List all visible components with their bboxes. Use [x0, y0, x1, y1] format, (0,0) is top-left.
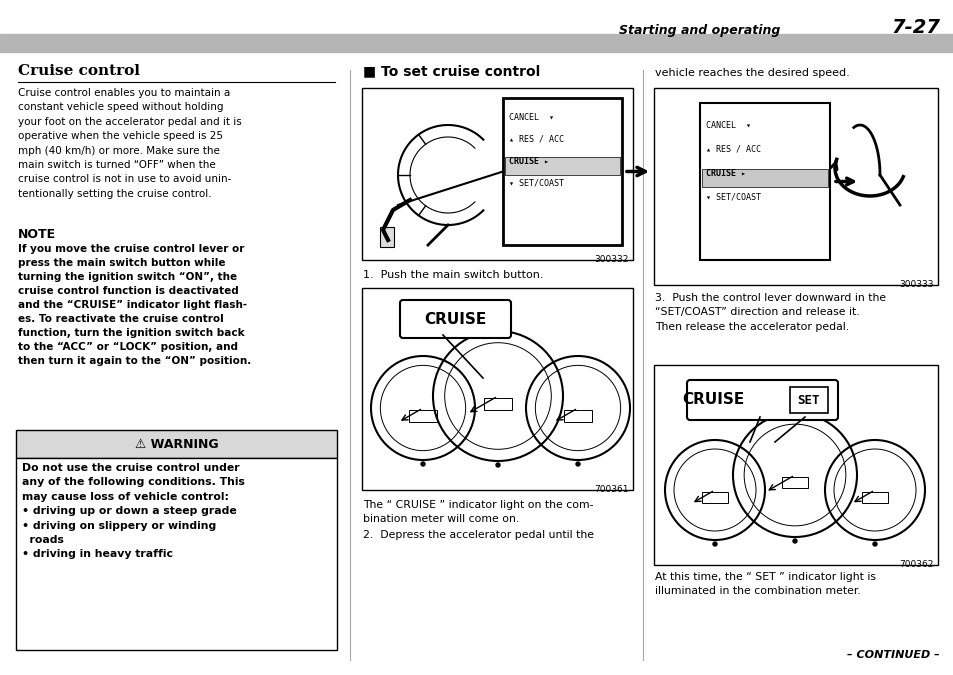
- FancyBboxPatch shape: [399, 300, 511, 338]
- Circle shape: [496, 463, 499, 467]
- Bar: [701, 169, 827, 187]
- Circle shape: [872, 542, 876, 546]
- Text: Do not use the cruise control under
any of the following conditions. This
may ca: Do not use the cruise control under any …: [22, 463, 245, 560]
- Bar: [483, 398, 512, 410]
- Text: SET: SET: [797, 394, 820, 406]
- Bar: [504, 157, 619, 175]
- Text: 300333: 300333: [899, 280, 933, 289]
- Text: ▴ RES / ACC: ▴ RES / ACC: [705, 145, 760, 154]
- Bar: [361, 88, 633, 260]
- Bar: [502, 98, 621, 245]
- Text: CRUISE: CRUISE: [424, 311, 486, 327]
- Text: vehicle reaches the desired speed.: vehicle reaches the desired speed.: [655, 68, 849, 78]
- Text: ⚠ WARNING: ⚠ WARNING: [134, 437, 218, 450]
- Bar: [379, 227, 394, 247]
- FancyBboxPatch shape: [686, 380, 837, 420]
- Text: NOTE: NOTE: [18, 228, 56, 241]
- Text: ▾ SET/COAST: ▾ SET/COAST: [705, 193, 760, 202]
- Bar: [767, 400, 783, 408]
- Circle shape: [712, 542, 717, 546]
- Text: CANCEL  ▾: CANCEL ▾: [705, 121, 750, 130]
- Text: At this time, the “ SET ” indicator light is
illuminated in the combination mete: At this time, the “ SET ” indicator ligh…: [655, 572, 875, 597]
- Bar: [16, 458, 336, 650]
- Bar: [485, 323, 503, 331]
- Bar: [654, 365, 937, 565]
- Text: ■ To set cruise control: ■ To set cruise control: [363, 64, 539, 78]
- Bar: [563, 410, 592, 422]
- Text: 300332: 300332: [594, 255, 628, 264]
- Text: CRUISE ▸: CRUISE ▸: [705, 169, 745, 178]
- Text: CRUISE ▸: CRUISE ▸: [509, 157, 548, 166]
- Bar: [701, 492, 727, 503]
- Text: 2.  Depress the accelerator pedal until the: 2. Depress the accelerator pedal until t…: [363, 530, 594, 540]
- Text: ▾ SET/COAST: ▾ SET/COAST: [509, 179, 563, 188]
- Text: ▴ RES / ACC: ▴ RES / ACC: [509, 135, 563, 144]
- Text: 1.  Push the main switch button.: 1. Push the main switch button.: [363, 270, 543, 280]
- Bar: [862, 492, 887, 503]
- Bar: [746, 400, 762, 408]
- Text: Starting and operating: Starting and operating: [618, 24, 780, 37]
- Bar: [700, 103, 829, 260]
- Text: – CONTINUED –: – CONTINUED –: [846, 650, 939, 660]
- Bar: [409, 410, 436, 422]
- Text: Cruise control: Cruise control: [18, 64, 140, 78]
- Text: 700362: 700362: [899, 560, 933, 569]
- Bar: [654, 88, 937, 285]
- Bar: [781, 477, 807, 488]
- Circle shape: [576, 462, 579, 466]
- Circle shape: [420, 462, 424, 466]
- Text: The “ CRUISE ” indicator light on the com-
bination meter will come on.: The “ CRUISE ” indicator light on the co…: [363, 500, 593, 524]
- Text: 3.  Push the control lever downward in the
“SET/COAST” direction and release it.: 3. Push the control lever downward in th…: [655, 293, 885, 332]
- Text: 700361: 700361: [594, 485, 628, 494]
- Circle shape: [792, 539, 796, 543]
- Text: 7-27: 7-27: [890, 18, 939, 37]
- Text: Cruise control enables you to maintain a
constant vehicle speed without holding
: Cruise control enables you to maintain a…: [18, 88, 241, 199]
- Bar: [361, 288, 633, 490]
- Text: CANCEL  ▾: CANCEL ▾: [509, 113, 554, 122]
- Bar: [16, 430, 336, 458]
- Text: CRUISE: CRUISE: [682, 392, 744, 408]
- Bar: [0, 34, 953, 52]
- Text: If you move the cruise control lever or
press the main switch button while
turni: If you move the cruise control lever or …: [18, 244, 251, 366]
- Bar: [789, 387, 827, 413]
